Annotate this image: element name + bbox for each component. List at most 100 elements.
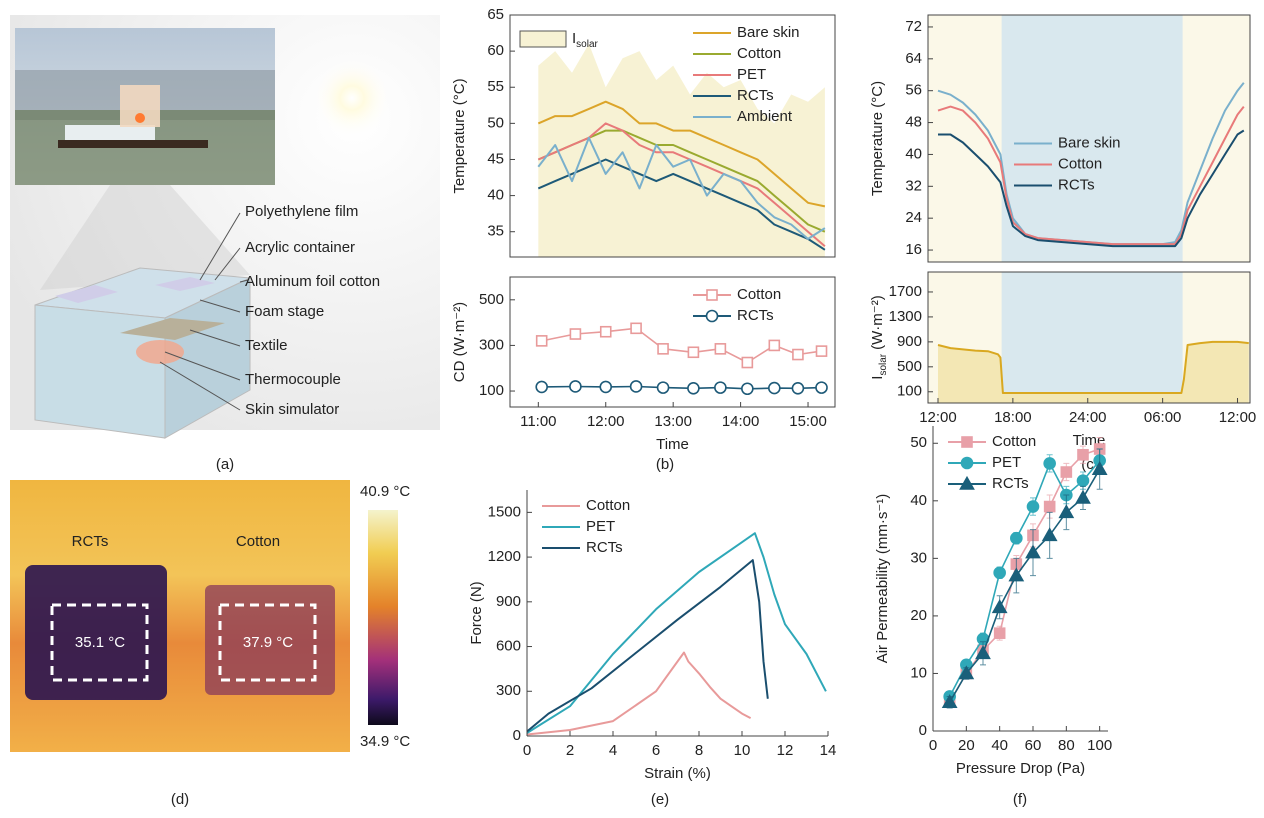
night-region (1001, 15, 1183, 262)
diagram-label: Aluminum foil cotton (245, 273, 380, 290)
x-tick-label: 8 (695, 742, 703, 759)
legend-label: Cotton (992, 433, 1036, 450)
y-tick-label: 50 (910, 434, 927, 451)
legend-label: RCTs (992, 475, 1029, 492)
legend-label: Cotton (586, 497, 630, 514)
chart: 100 500 900 1300 1700 12:00 18:00 24:00 06:00 12:… (869, 271, 1256, 449)
panel-label: (a) (216, 456, 234, 473)
chart: 16 24 32 40 48 56 64 72 Temperature (°C) Bare ski… (869, 14, 1251, 263)
x-axis-label: Time (656, 436, 689, 453)
x-tick-label: 80 (1058, 737, 1075, 754)
marker (687, 381, 700, 395)
series-line (526, 559, 769, 733)
marker (1077, 448, 1089, 461)
y-tick-label: 1200 (488, 548, 521, 565)
panel-label: (f) (1013, 791, 1027, 808)
y-axis-label: Force (N) (468, 581, 485, 644)
y-tick-label: 24 (905, 209, 922, 226)
y-tick-label: 500 (479, 291, 504, 308)
y-tick-label: 1500 (488, 503, 521, 520)
y-tick-label: 0 (919, 722, 927, 739)
y-tick-label: 300 (496, 682, 521, 699)
axes-frame (927, 271, 1251, 404)
x-tick-label: 2 (566, 742, 574, 759)
marker (535, 335, 548, 347)
y-axis-label: Temperature (°C) (451, 78, 468, 193)
y-axis-label-unit: (W·m⁻²) (869, 295, 886, 350)
marker (630, 322, 642, 335)
thermal-image: RCTs Cotton 35.1 °C 37.9 °C 40.9 °C 34.9… (10, 480, 410, 752)
x-tick-label: 40 (991, 737, 1008, 754)
x-tick-label: 10 (734, 742, 751, 759)
y-tick-label: 20 (910, 607, 927, 624)
x-tick-label: 06:00 (1144, 409, 1182, 426)
y-tick-label: 900 (496, 593, 521, 610)
setup-diagram: Polyethylene film Acrylic container Alum… (10, 15, 440, 439)
marker (599, 380, 613, 394)
legend-label: PET (586, 518, 615, 535)
x-tick-label: 14:00 (722, 413, 760, 430)
legend-label: Bare skin (737, 24, 800, 41)
legend-label-sub: solar (576, 39, 598, 50)
x-tick-label: 12:00 (587, 413, 625, 430)
y-tick-label: 56 (905, 82, 922, 99)
y-tick-label: 30 (910, 549, 927, 566)
series-line (526, 532, 827, 734)
marker (714, 381, 727, 394)
y-tick-label: 45 (487, 150, 504, 167)
marker (629, 380, 643, 393)
y-tick-label: 72 (905, 18, 922, 35)
series-line (948, 459, 1101, 697)
diagram-label: Thermocouple (245, 371, 341, 388)
marker (1075, 489, 1091, 504)
x-tick-label: 0 (929, 737, 937, 754)
y-tick-label: 48 (905, 114, 922, 131)
night-region (1001, 272, 1183, 403)
colorbar-min: 34.9 °C (360, 733, 410, 750)
y-axis-label-sub: solar (878, 353, 889, 375)
y-tick-label: 50 (487, 114, 504, 131)
marker (714, 343, 727, 355)
marker (1043, 457, 1056, 470)
series-line (937, 340, 1249, 394)
sample-label: RCTs (72, 533, 109, 550)
marker (993, 627, 1006, 639)
marker (1008, 567, 1025, 582)
diagram-label: Skin simulator (245, 401, 339, 418)
diagram-label: Acrylic container (245, 239, 355, 256)
y-tick-label: 16 (905, 241, 922, 258)
marker (792, 348, 804, 361)
y-tick-label: 500 (897, 358, 922, 375)
y-tick-label: 60 (487, 42, 504, 59)
marker (815, 345, 828, 357)
series-line (537, 136, 826, 240)
x-tick-label: 24:00 (1069, 409, 1107, 426)
legend-marker (961, 436, 973, 448)
marker (1060, 466, 1073, 478)
x-tick-label: 100 (1087, 737, 1112, 754)
x-tick-label: 60 (1025, 737, 1042, 754)
marker (993, 566, 1006, 580)
marker (941, 694, 958, 709)
x-tick-label: 0 (523, 742, 531, 759)
diagram-label: Foam stage (245, 303, 324, 320)
x-tick-label: 12 (777, 742, 794, 759)
y-tick-label: 35 (487, 223, 504, 240)
y-tick-label: 100 (479, 382, 504, 399)
series-line (937, 105, 1245, 246)
legend-marker (960, 456, 974, 470)
marker (599, 325, 612, 338)
marker (657, 343, 669, 355)
marker (958, 665, 975, 680)
colorbar-max: 40.9 °C (360, 483, 410, 500)
y-tick-label: 40 (487, 187, 504, 204)
legend-label: Cotton (737, 45, 781, 62)
marker (975, 645, 991, 660)
legend-label: Ambient (737, 108, 793, 125)
y-tick-label: 300 (479, 336, 504, 353)
series-line (949, 468, 1101, 703)
legend-marker (705, 309, 719, 323)
marker (1025, 544, 1041, 559)
panel-label: (b) (656, 456, 674, 473)
